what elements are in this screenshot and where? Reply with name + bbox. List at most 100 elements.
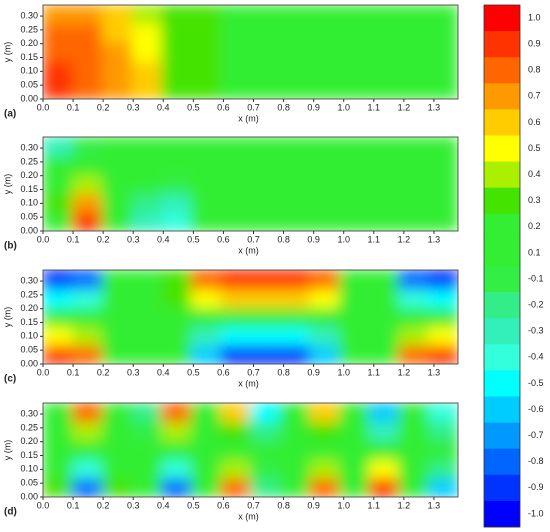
cell xyxy=(398,5,429,25)
cell xyxy=(309,477,340,497)
cell xyxy=(161,192,192,213)
cell xyxy=(220,42,251,62)
y-tick-label: 0.25 xyxy=(20,24,38,34)
cell xyxy=(131,155,163,176)
cell xyxy=(190,477,222,497)
cell xyxy=(368,79,400,99)
cell xyxy=(43,174,74,194)
cell xyxy=(427,174,458,194)
cell xyxy=(427,477,458,497)
cell xyxy=(220,174,251,194)
colorbar-label: -0.3 xyxy=(528,326,544,336)
cell xyxy=(309,42,340,62)
cell xyxy=(220,155,251,176)
cell xyxy=(161,79,192,99)
cell xyxy=(190,174,222,194)
cell xyxy=(427,344,458,364)
cell xyxy=(101,42,133,62)
cell xyxy=(220,440,251,460)
colorbar-band xyxy=(484,318,520,345)
cell xyxy=(101,155,133,176)
cell xyxy=(398,403,429,423)
cell xyxy=(309,192,340,213)
y-axis-label: y (m) xyxy=(2,307,12,328)
cell xyxy=(43,192,74,213)
frame xyxy=(42,136,459,232)
cell xyxy=(338,421,370,442)
cell xyxy=(190,60,222,81)
cell xyxy=(398,270,429,290)
cell xyxy=(250,344,281,364)
cell xyxy=(190,42,222,62)
cell xyxy=(43,60,74,81)
x-tick-label: 0.3 xyxy=(127,367,140,377)
cell xyxy=(309,174,340,194)
colorbar-band xyxy=(484,292,520,319)
cell xyxy=(398,192,429,213)
field xyxy=(43,403,458,497)
x-tick-label: 1.2 xyxy=(398,102,411,112)
y-tick-label: 0.20 xyxy=(20,170,38,180)
cell xyxy=(72,458,103,479)
colorbar-band xyxy=(484,187,520,215)
cell xyxy=(161,60,192,81)
cell xyxy=(161,5,192,25)
cell xyxy=(72,307,103,327)
colorbar-label: -0.6 xyxy=(528,404,544,414)
cell xyxy=(72,192,103,213)
cell xyxy=(368,307,400,327)
colorbar-label: 0.3 xyxy=(528,195,541,205)
x-tick-label: 1.1 xyxy=(368,234,381,244)
x-tick-label: 1.3 xyxy=(428,367,441,377)
cell xyxy=(398,137,429,157)
cell xyxy=(220,192,251,213)
colorbar-label: -0.2 xyxy=(528,300,544,310)
x-tick-label: 1.0 xyxy=(337,102,350,112)
cell xyxy=(43,440,74,460)
cell xyxy=(309,288,340,309)
panel-label: (c) xyxy=(4,374,16,385)
cell xyxy=(43,5,74,25)
cell xyxy=(250,325,281,346)
cell xyxy=(220,458,251,479)
x-tick-label: 0.8 xyxy=(277,367,290,377)
cell xyxy=(161,155,192,176)
cell xyxy=(309,270,340,290)
cell xyxy=(309,421,340,442)
cell xyxy=(279,137,311,157)
cell xyxy=(43,42,74,62)
cell xyxy=(368,270,400,290)
x-tick-label: 0.7 xyxy=(247,367,260,377)
cell xyxy=(131,440,163,460)
cell xyxy=(72,23,103,44)
cell xyxy=(427,192,458,213)
cell xyxy=(190,325,222,346)
x-tick-label: 0.3 xyxy=(127,234,140,244)
cell xyxy=(338,325,370,346)
colorbar-label: 0.9 xyxy=(528,39,541,49)
y-tick-label: 0.15 xyxy=(20,317,38,327)
cell xyxy=(72,5,103,25)
cell xyxy=(131,270,163,290)
cell xyxy=(368,403,400,423)
cell xyxy=(279,440,311,460)
cell xyxy=(427,5,458,25)
field-blur xyxy=(43,137,458,231)
y-tick-label: 0.00 xyxy=(20,491,38,501)
cell xyxy=(43,137,74,157)
colorbar-band xyxy=(484,239,520,267)
cell xyxy=(309,325,340,346)
cell xyxy=(309,23,340,44)
cell xyxy=(161,458,192,479)
y-tick-label: 0.30 xyxy=(20,408,38,418)
x-tick-label: 0.0 xyxy=(37,102,50,112)
x-tick-label: 0.9 xyxy=(307,102,320,112)
cell xyxy=(190,344,222,364)
cell xyxy=(43,79,74,99)
cell xyxy=(250,23,281,44)
cell xyxy=(309,403,340,423)
cell xyxy=(338,155,370,176)
cell xyxy=(338,477,370,497)
cell xyxy=(250,42,281,62)
